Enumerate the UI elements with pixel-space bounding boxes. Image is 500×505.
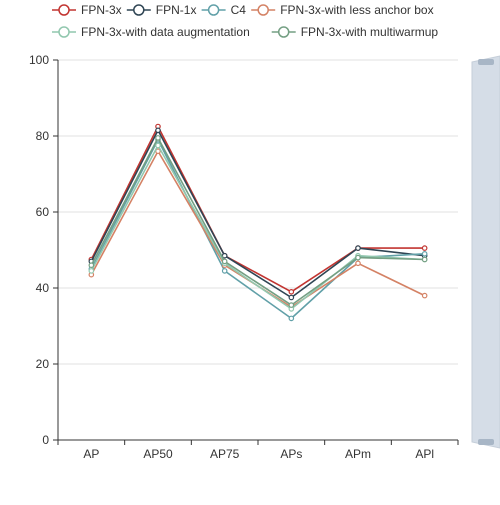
axes: 0 20 40 60 80 100 AP AP50 AP75 APs APm APl bbox=[29, 53, 459, 461]
series-5 bbox=[88, 135, 428, 308]
x-tick-label: APm bbox=[345, 447, 371, 461]
x-tick-label: AP75 bbox=[210, 447, 240, 461]
legend-item[interactable]: FPN-1x bbox=[126, 3, 197, 17]
data-point[interactable] bbox=[421, 256, 428, 263]
legend-label: FPN-3x-with data augmentation bbox=[81, 25, 250, 39]
series-line[interactable] bbox=[90, 129, 425, 299]
data-point[interactable] bbox=[421, 251, 428, 257]
datazoom-handle-top[interactable] bbox=[478, 59, 494, 65]
data-point[interactable] bbox=[88, 268, 95, 274]
legend-marker-icon bbox=[277, 26, 290, 38]
data-point[interactable] bbox=[355, 245, 361, 251]
legend-item[interactable]: FPN-3x-with multiwarmup bbox=[271, 25, 439, 39]
series-0 bbox=[88, 123, 428, 295]
legend-marker-icon bbox=[133, 4, 145, 16]
legend-marker-icon bbox=[257, 4, 269, 16]
data-point[interactable] bbox=[288, 315, 295, 322]
data-point[interactable] bbox=[288, 288, 295, 295]
series-4 bbox=[88, 142, 428, 312]
data-point[interactable] bbox=[155, 127, 161, 134]
series-line[interactable] bbox=[90, 139, 425, 320]
legend-label: FPN-3x-with less anchor box bbox=[280, 3, 433, 17]
series-line[interactable] bbox=[90, 137, 425, 306]
data-point[interactable] bbox=[221, 258, 228, 265]
y-tick-label: 20 bbox=[36, 357, 50, 371]
data-point[interactable] bbox=[421, 245, 428, 251]
y-tick-label: 0 bbox=[42, 433, 49, 447]
legend-marker-icon bbox=[207, 4, 220, 16]
series-line[interactable] bbox=[90, 144, 425, 310]
datazoom-handle-bottom[interactable] bbox=[478, 439, 494, 445]
legend-item[interactable]: FPN-3x-with less anchor box bbox=[251, 3, 434, 17]
x-tick-label: AP50 bbox=[143, 447, 173, 461]
data-point[interactable] bbox=[355, 260, 361, 267]
legend-marker-icon bbox=[58, 26, 70, 38]
datazoom-slider[interactable] bbox=[471, 55, 500, 449]
data-point[interactable] bbox=[355, 254, 361, 261]
legend-label: C4 bbox=[231, 3, 247, 17]
data-point[interactable] bbox=[221, 268, 228, 274]
legend-label: FPN-3x bbox=[81, 3, 122, 17]
y-tick-label: 100 bbox=[29, 53, 49, 67]
legend: FPN-3x FPN-1x C4 FPN-3x-with less anchor bo… bbox=[52, 3, 438, 39]
legend-item[interactable]: FPN-3x-with data augmentation bbox=[52, 25, 250, 39]
series-1 bbox=[88, 127, 428, 301]
data-point[interactable] bbox=[421, 292, 428, 299]
x-tick-label: APs bbox=[280, 447, 302, 461]
series-line[interactable] bbox=[90, 125, 425, 293]
y-tick-label: 80 bbox=[36, 129, 50, 143]
x-tick-label: APl bbox=[415, 447, 434, 461]
legend-item[interactable]: FPN-3x bbox=[52, 3, 122, 17]
data-point[interactable] bbox=[88, 262, 95, 269]
legend-label: FPN-3x-with multiwarmup bbox=[301, 25, 439, 39]
datazoom-slider-track[interactable] bbox=[471, 55, 500, 449]
data-point[interactable] bbox=[288, 302, 295, 308]
data-point[interactable] bbox=[155, 135, 161, 141]
grid-lines bbox=[58, 59, 458, 365]
x-tick-label: AP bbox=[83, 447, 99, 461]
y-tick-label: 60 bbox=[36, 205, 50, 219]
data-point[interactable] bbox=[288, 294, 295, 301]
y-tick-label: 40 bbox=[36, 281, 50, 295]
data-point[interactable] bbox=[155, 142, 161, 149]
series-group bbox=[88, 123, 428, 322]
legend-label: FPN-1x bbox=[156, 3, 197, 17]
legend-item[interactable]: C4 bbox=[201, 3, 247, 17]
legend-marker-icon bbox=[58, 4, 70, 16]
